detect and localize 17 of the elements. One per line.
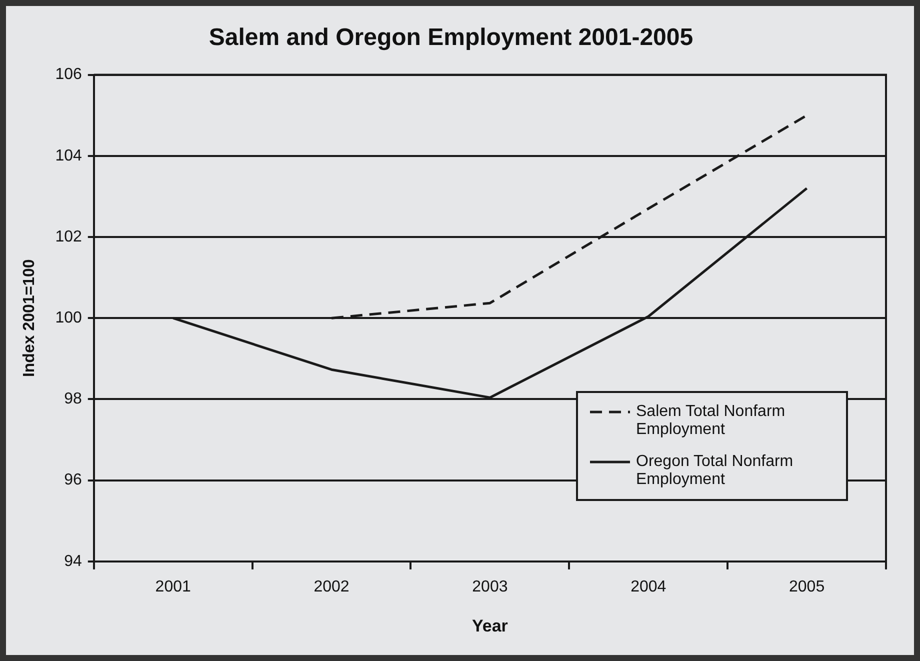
y-axis-title: Index 2001=100 bbox=[21, 259, 38, 378]
x-tick-label: 2004 bbox=[630, 578, 666, 596]
x-tick-label: 2005 bbox=[788, 578, 825, 596]
y-tick-label: 96 bbox=[64, 472, 82, 489]
x-tick-label: 2003 bbox=[472, 578, 508, 596]
y-tick-label: 102 bbox=[55, 228, 82, 246]
x-tick-label: 2002 bbox=[314, 578, 350, 596]
legend-label: Oregon Total Nonfarm Employment bbox=[636, 453, 794, 490]
x-tick-label: 2001 bbox=[155, 578, 192, 596]
y-tick-label: 98 bbox=[64, 390, 82, 408]
y-tick-label: 100 bbox=[55, 310, 82, 327]
y-tick-label: 106 bbox=[55, 66, 82, 84]
chart-title: Salem and Oregon Employment 2001-2005 bbox=[208, 24, 694, 52]
legend-label: Salem Total Nonfarm Employment bbox=[636, 403, 786, 440]
x-axis-title: Year bbox=[472, 616, 508, 636]
y-tick-label: 104 bbox=[55, 147, 82, 164]
y-tick-label: 94 bbox=[64, 552, 82, 570]
